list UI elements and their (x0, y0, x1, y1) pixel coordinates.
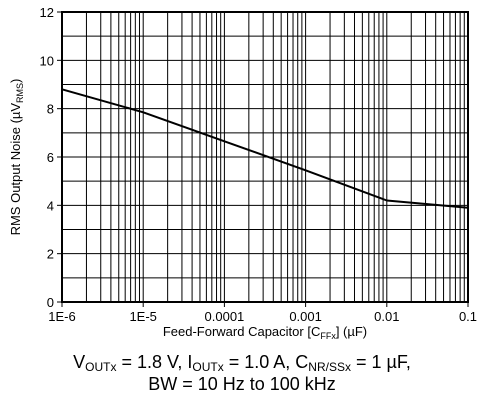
caption-text: V (73, 352, 86, 372)
y-tick-label: 2 (47, 247, 54, 262)
axis-label-subscript: RMS (15, 83, 25, 103)
x-axis-label: Feed-Forward Capacitor [CFFx] (µF) (163, 324, 367, 341)
caption-subscript: OUTx (192, 360, 224, 374)
caption-bandwidth: BW = 10 Hz to 100 kHz (148, 374, 336, 394)
axis-label-text: RMS Output Noise (µV (8, 103, 23, 236)
y-tick-label: 12 (40, 5, 54, 20)
tick-labels: 1E-6 1E-5 0.0001 0.001 0.01 0.1 0 2 4 6 8 10 12 (40, 5, 478, 324)
series-line (61, 88, 469, 209)
x-tick-label: 0.001 (289, 309, 322, 324)
y-tick-label: 10 (40, 53, 54, 68)
caption-conditions: VOUTx = 1.8 V, IOUTx = 1.0 A, CNR/SSx = … (0, 352, 484, 377)
x-tick-label: 0.0001 (205, 309, 245, 324)
x-tick-label: 0.1 (459, 309, 477, 324)
series-layer (61, 88, 469, 209)
caption-text: = 1.8 V, I (116, 352, 193, 372)
axis-label-text: Feed-Forward Capacitor [C (163, 324, 321, 339)
x-tick-label: 1E-6 (48, 309, 75, 324)
caption-text: = 1 µF, (350, 352, 411, 372)
y-axis-label: RMS Output Noise (µVRMS) (8, 79, 25, 236)
y-tick-label: 8 (47, 102, 54, 117)
axis-label-subscript: FFx (320, 331, 336, 341)
y-tick-label: 4 (47, 198, 54, 213)
grid (62, 12, 468, 302)
y-tick-label: 0 (47, 295, 54, 310)
y-tick-label: 6 (47, 150, 54, 165)
caption-subscript: NR/SSx (308, 360, 351, 374)
x-tick-label: 1E-5 (129, 309, 156, 324)
noise-vs-ffc-chart: 1E-6 1E-5 0.0001 0.001 0.01 0.1 0 2 4 6 8 10 12 Feed… (8, 5, 478, 341)
caption-text: = 1.0 A, C (223, 352, 309, 372)
x-tick-label: 0.01 (374, 309, 399, 324)
axis-label-text: ) (8, 79, 23, 83)
caption-subscript: OUTx (85, 360, 117, 374)
axis-label-text: ] (µF) (336, 324, 367, 339)
